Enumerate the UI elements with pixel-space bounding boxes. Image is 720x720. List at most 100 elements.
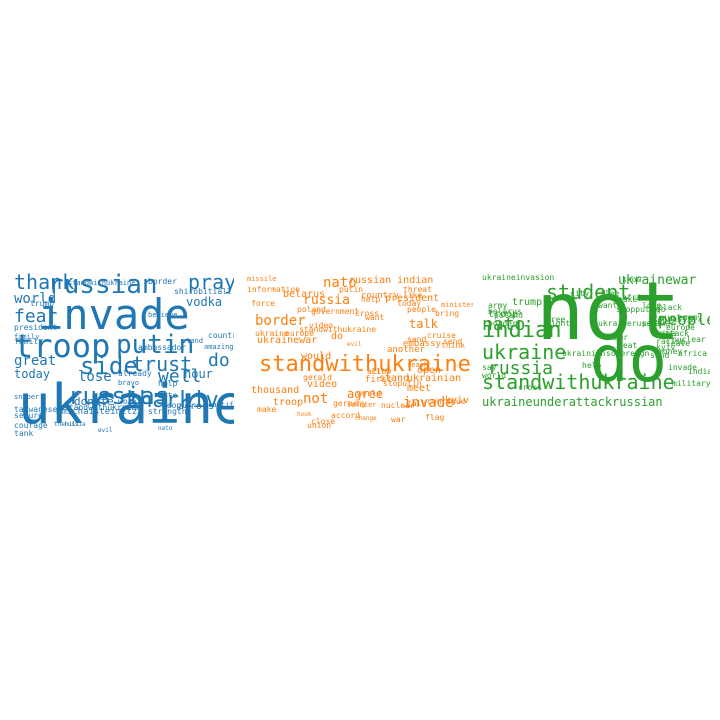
cloud-word: ambassador [138,343,187,352]
cloud-word: ukraine [18,373,234,436]
cloud-word: nuclear [672,335,706,344]
cloud-word: nato [158,425,173,432]
cloud-word: soldier [347,401,377,409]
cloud-word: missile [247,275,277,283]
cloud-word: first [365,375,393,385]
cloud-word: invade [38,290,190,339]
cloud-word: do [590,323,668,397]
word-cloud-blue: ukraine invade troop putin russian russias kha… [8,272,234,444]
cloud-word: hook [297,411,312,418]
cloud-word: ukrainewar [257,335,318,346]
cloud-word: thank [14,272,75,294]
cloud-word: world [482,371,507,380]
cloud-word: know [622,275,642,284]
cloud-word: side [80,352,138,380]
cloud-word: russian indian [349,275,434,286]
cloud-word: ukrainian [407,373,462,384]
cloud-word: stand [379,373,410,384]
cloud-word: cross [355,309,380,318]
cloud-word: country [208,331,234,340]
cloud-word: money [658,347,683,356]
cloud-word: already [118,369,152,378]
cloud-word: ukrainian [562,349,606,358]
cloud-word: belarus [488,307,522,316]
cloud-word: russia [64,421,86,428]
cloud-word: stopputin [616,305,660,314]
cloud-word: do [208,350,230,371]
cloud-word: military [672,379,710,388]
cloud-word: want [598,301,618,310]
cloud-word: attack [660,329,689,338]
word-cloud-green: not do ukraine standwithukraine russia studen… [482,272,710,444]
cloud-word: today [397,299,422,308]
cloud-word: nuclear [381,401,415,410]
cloud-word: troop [488,309,519,320]
cloud-word: taiwanese [14,405,58,414]
cloud-word: think [441,341,466,350]
cloud-word: talk [407,399,427,408]
cloud-word: people [162,401,191,410]
cloud-word: nato [482,314,526,335]
cloud-word: evil [98,427,113,434]
cloud-word: country [361,291,399,301]
cloud-word: nuke [618,295,638,304]
cloud-word: talk [409,317,438,331]
cloud-word: government [311,307,360,316]
cloud-word: ukraine [255,329,289,338]
cloud-word: cross [518,383,543,392]
cloud-word: donate [74,395,114,408]
cloud-word: well [158,366,202,387]
cloud-word: beat [618,341,638,350]
cloud-word: border [255,313,306,329]
cloud-word: ukrainewar [618,273,697,288]
cloud-word: pray [188,272,234,294]
cloud-word: help [582,361,602,370]
cloud-word: stand [182,337,204,345]
cloud-word: stoprussia [648,315,697,324]
cloud-word: minister [441,301,473,309]
cloud-word: india [688,367,710,376]
cloud-word: do [331,331,344,342]
word-cloud-orange: standwithukraine nato russia border belarus p… [247,272,473,444]
cloud-word: not [303,391,329,407]
cloud-word: work [118,397,138,406]
cloud-word: close [311,417,336,426]
cloud-word: ukraine [482,340,567,364]
cloud-word: war [391,415,406,424]
cloud-word: border [148,277,177,286]
cloud-word: president [14,323,58,332]
cloud-word: trump [30,299,55,308]
cloud-word: racism [656,337,685,346]
cloud-word: force [251,299,276,308]
cloud-word: vodka [186,295,223,309]
cloud-word: tank [14,429,34,438]
cloud-word: amazing [204,343,234,351]
cloud-word: world [14,291,57,307]
cloud-word: europe [666,323,695,332]
cloud-word: information [247,285,300,294]
cloud-word: nato [158,391,178,400]
cloud-word: thehill [54,421,80,428]
cloud-word: invade [668,363,697,372]
cloud-word: gerald [303,373,332,382]
cloud-word: africans [622,293,661,302]
cloud-word: family [14,337,43,346]
cloud-word: help [361,295,381,304]
cloud-word: invade [403,395,454,411]
cloud-word: russia [303,293,350,308]
cloud-word: order [604,333,629,342]
cloud-word: student [546,280,631,304]
cloud-word: fear [14,306,58,327]
cloud-word: russian [48,272,158,300]
cloud-word: border [488,319,517,328]
cloud-word: thousand [251,385,300,396]
cloud-word: ukraineinvasion [482,273,555,282]
cloud-word: black [658,303,683,312]
cloud-word: bring [435,309,460,318]
cloud-word: president [385,293,440,304]
cloud-word: kyiv [445,395,470,406]
cloud-word: embassy [403,339,441,349]
cloud-word: would [301,351,332,362]
cloud-word: help [158,379,178,388]
cloud-word: kyiv [656,343,676,352]
